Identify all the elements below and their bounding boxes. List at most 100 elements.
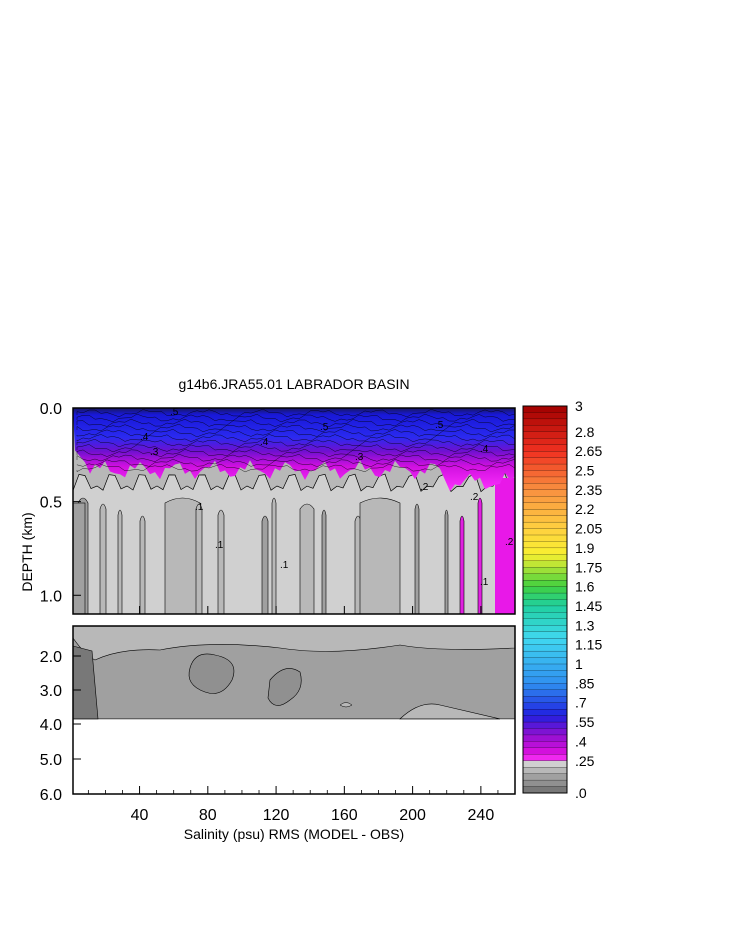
contour-label: .2 xyxy=(470,492,479,503)
colorbar-swatch xyxy=(522,567,568,575)
y-tick-label: 0.5 xyxy=(40,495,62,512)
colorbar-swatch xyxy=(522,638,568,646)
contour-label: .1 xyxy=(195,502,204,513)
contour-label: .4 xyxy=(140,432,149,443)
colorbar-label: 1.6 xyxy=(575,579,595,595)
colorbar-swatch xyxy=(522,696,568,704)
upper-contour-line xyxy=(76,463,515,473)
colorbar-swatch xyxy=(522,560,568,568)
lower-small-patch xyxy=(339,702,353,708)
upper-column-streak xyxy=(271,497,277,614)
contour-label: .4 xyxy=(260,437,269,448)
colorbar-swatch xyxy=(522,412,568,420)
colorbar-swatch xyxy=(522,405,568,413)
contour-label: .1 xyxy=(280,560,289,571)
y-tick-label: 6.0 xyxy=(40,787,62,804)
colorbar-label: 2.35 xyxy=(575,482,602,498)
colorbar-swatch xyxy=(522,444,568,452)
colorbar-swatch xyxy=(522,457,568,465)
contour-label: .5 xyxy=(320,422,329,433)
x-axis: 40 80 120 160 200 240 xyxy=(87,606,499,824)
upper-panel-frame xyxy=(72,407,516,615)
colorbar-swatch xyxy=(522,470,568,478)
colorbar-swatch xyxy=(522,438,568,446)
y-tick-label: 2.0 xyxy=(40,649,62,666)
upper-east-magenta-column xyxy=(495,478,515,614)
colorbar-label: .0 xyxy=(575,785,587,801)
contour-label: .5 xyxy=(435,420,444,431)
upper-column-streak xyxy=(217,509,225,614)
lower-panel xyxy=(72,625,516,795)
contour-label: .4 xyxy=(480,444,489,455)
colorbar-swatch xyxy=(522,689,568,697)
upper-column-streak xyxy=(444,509,449,614)
colorbar-swatch xyxy=(522,541,568,549)
colorbar-swatch xyxy=(522,644,568,652)
upper-column-streak xyxy=(414,503,420,614)
colorbar-swatch xyxy=(522,418,568,426)
upper-column-streak xyxy=(359,497,401,614)
colorbar-swatch xyxy=(522,476,568,484)
colorbar-swatch xyxy=(522,528,568,536)
x-tick-label: 80 xyxy=(199,807,217,824)
lower-dark-blob xyxy=(267,668,302,706)
colorbar-swatch xyxy=(522,425,568,433)
colorbar-label: 2.5 xyxy=(575,463,595,479)
colorbar-swatch xyxy=(522,670,568,678)
lower-upper-lighter-band xyxy=(73,626,515,661)
colorbar-swatch xyxy=(522,709,568,717)
upper-column-streak xyxy=(477,497,483,614)
y-tick-label: 5.0 xyxy=(40,752,62,769)
colorbar-swatch xyxy=(522,754,568,762)
upper-contour-line xyxy=(76,438,515,448)
colorbar-gray-swatch xyxy=(522,767,568,774)
colorbar-label: 2.65 xyxy=(575,443,602,459)
colorbar-label: 1.15 xyxy=(575,637,602,653)
colorbar-swatch xyxy=(522,586,568,594)
upper-column-streak xyxy=(195,503,203,614)
colorbar-label: 3 xyxy=(575,398,583,414)
colorbar-label: 2.8 xyxy=(575,424,595,440)
colorbar-swatch xyxy=(522,721,568,729)
colorbar-gray-swatch xyxy=(522,760,568,768)
upper-surface-colored-layer xyxy=(73,408,515,492)
upper-column-streak xyxy=(139,515,146,614)
chart-title: g14b6.JRA55.01 LABRADOR BASIN xyxy=(178,376,409,392)
colorbar-swatch xyxy=(522,554,568,562)
upper-contour-line xyxy=(76,458,515,467)
y-axis-label: DEPTH (km) xyxy=(19,512,35,591)
colorbar-swatch xyxy=(522,657,568,665)
lower-west-dark-region xyxy=(73,645,99,720)
y-axis: 0.0 0.5 1.0 2.0 3.0 4.0 5.0 6.0 xyxy=(40,401,81,804)
colorbar-label: 1.75 xyxy=(575,559,602,575)
colorbar-label: .85 xyxy=(575,675,595,691)
colorbar-swatch xyxy=(522,592,568,600)
colorbar-swatch xyxy=(522,618,568,626)
upper-contour-line xyxy=(76,418,515,428)
colorbar-label: .4 xyxy=(575,733,587,749)
colorbar-swatch xyxy=(522,599,568,607)
x-tick-label: 240 xyxy=(468,807,495,824)
colorbar-swatch xyxy=(522,747,568,755)
upper-contour-line xyxy=(76,448,515,458)
colorbar-swatch xyxy=(522,612,568,620)
colorbar-swatch xyxy=(522,580,568,588)
colorbar-label: 2.05 xyxy=(575,521,602,537)
colorbar-swatch xyxy=(522,625,568,633)
colorbar-gray-swatch xyxy=(522,786,568,794)
x-tick-label: 160 xyxy=(331,807,358,824)
upper-column-streak xyxy=(321,509,327,614)
colorbar-swatch xyxy=(522,489,568,497)
upper-west-edge-column xyxy=(73,502,86,614)
colorbar-swatch xyxy=(522,483,568,491)
contour-label: .3 xyxy=(150,447,159,458)
upper-contour-line xyxy=(76,428,515,438)
colorbar-label: 2.2 xyxy=(575,501,595,517)
colorbar-label: .25 xyxy=(575,753,595,769)
contour-label: .3 xyxy=(355,452,364,463)
colorbar-swatch xyxy=(522,631,568,639)
colorbar: 3 2.8 2.65 2.5 2.35 2.2 2.05 1.9 1.75 1.6 1.45 1.3 1… xyxy=(522,398,602,801)
colorbar-swatch xyxy=(522,515,568,523)
contour-label: .1 xyxy=(215,540,224,551)
